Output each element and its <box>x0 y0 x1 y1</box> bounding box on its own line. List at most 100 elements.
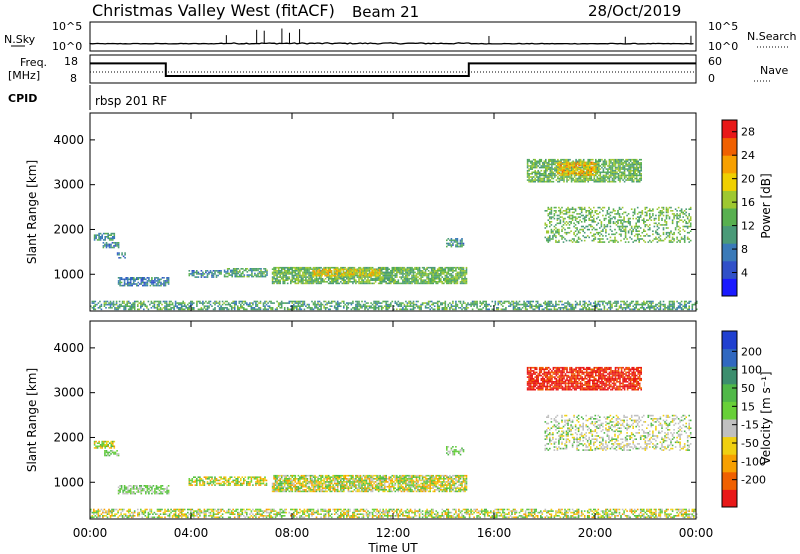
echo-cell <box>611 177 614 180</box>
echo-cell <box>112 237 114 240</box>
echo-cell <box>113 245 115 247</box>
echo-cell <box>632 217 634 220</box>
echo-cell <box>351 273 354 275</box>
echo-cell <box>308 279 310 281</box>
echo-cell <box>597 308 600 311</box>
echo-cell <box>596 163 599 166</box>
echo-cell <box>450 244 453 246</box>
echo-cell <box>119 257 122 259</box>
echo-cell <box>261 275 264 278</box>
echo-cell <box>129 308 131 311</box>
echo-cell <box>271 281 274 283</box>
echo-cell <box>368 279 371 281</box>
echo-cell <box>455 305 457 307</box>
echo-cell <box>560 177 562 180</box>
echo-cell <box>294 270 297 272</box>
echo-cell <box>220 305 222 307</box>
echo-cell <box>317 303 319 306</box>
echo-cell <box>636 308 639 311</box>
echo-cell <box>396 270 398 272</box>
echo-cell <box>557 180 559 183</box>
echo-cell <box>320 273 322 275</box>
echo-cell <box>90 305 92 307</box>
echo-cell <box>673 216 675 218</box>
echo-cell <box>347 277 350 280</box>
echo-cell <box>415 273 418 275</box>
echo-cell <box>455 239 457 242</box>
echo-cell <box>622 166 624 169</box>
echo-cell <box>670 210 672 212</box>
echo-cell <box>549 217 551 220</box>
echo-cell <box>449 242 451 245</box>
echo-cell <box>502 308 504 311</box>
echo-cell <box>632 162 635 164</box>
echo-cell <box>670 300 672 303</box>
echo-cell <box>240 272 243 275</box>
echo-cell <box>620 163 623 166</box>
echo-cell <box>300 308 303 311</box>
echo-cell <box>558 303 560 306</box>
echo-cell <box>111 303 113 306</box>
echo-cell <box>146 277 149 279</box>
echo-cell <box>102 245 105 247</box>
echo-cell <box>612 210 615 212</box>
echo-cell <box>620 307 622 309</box>
echo-cell <box>374 277 377 280</box>
echo-cell <box>566 168 568 170</box>
echo-cell <box>429 271 431 274</box>
echo-cell <box>590 161 593 164</box>
echo-cell <box>629 173 632 175</box>
echo-cell <box>320 266 322 269</box>
echo-cell <box>112 300 115 303</box>
echo-cell <box>632 176 635 178</box>
echo-cell <box>285 277 287 280</box>
echo-cell <box>296 268 298 270</box>
echo-cell <box>188 307 191 309</box>
echo-cell <box>248 275 250 278</box>
echo-cell <box>177 302 180 304</box>
echo-cell <box>552 163 555 166</box>
echo-cell <box>364 308 366 311</box>
echo-cell <box>627 219 630 221</box>
echo-cell <box>584 163 586 165</box>
echo-cell <box>341 276 344 278</box>
echo-cell <box>399 305 401 307</box>
echo-cell <box>566 176 568 178</box>
echo-cell <box>318 276 321 278</box>
echo-cell <box>552 174 555 177</box>
echo-cell <box>390 303 392 306</box>
echo-cell <box>679 230 681 232</box>
echo-cell <box>446 281 448 283</box>
echo-cell <box>534 179 536 181</box>
echo-cell <box>417 307 419 309</box>
echo-cell <box>570 174 573 177</box>
echo-cell <box>680 307 683 309</box>
echo-cell <box>626 307 628 309</box>
echo-cell <box>576 169 579 172</box>
echo-cell <box>671 236 674 239</box>
echo-cell <box>604 163 606 166</box>
echo-cell <box>360 273 363 275</box>
echo-cell <box>456 281 459 283</box>
echo-cell <box>424 279 427 281</box>
echo-cell <box>670 308 672 311</box>
echo-cell <box>385 276 387 278</box>
echo-cell <box>436 270 439 272</box>
echo-cell <box>459 241 462 243</box>
echo-cell <box>561 238 563 240</box>
echo-cell <box>592 173 594 175</box>
echo-cell <box>443 270 445 272</box>
echo-cell <box>447 242 450 245</box>
echo-cell <box>602 214 604 217</box>
echo-cell <box>643 228 645 231</box>
echo-cell <box>683 239 686 242</box>
echo-cell <box>327 273 329 275</box>
echo-cell <box>462 282 465 285</box>
echo-cell <box>585 210 587 212</box>
echo-cell <box>591 308 594 311</box>
echo-cell <box>550 216 553 218</box>
echo-cell <box>554 169 556 172</box>
echo-cell <box>433 277 436 280</box>
echo-cell <box>456 271 459 274</box>
